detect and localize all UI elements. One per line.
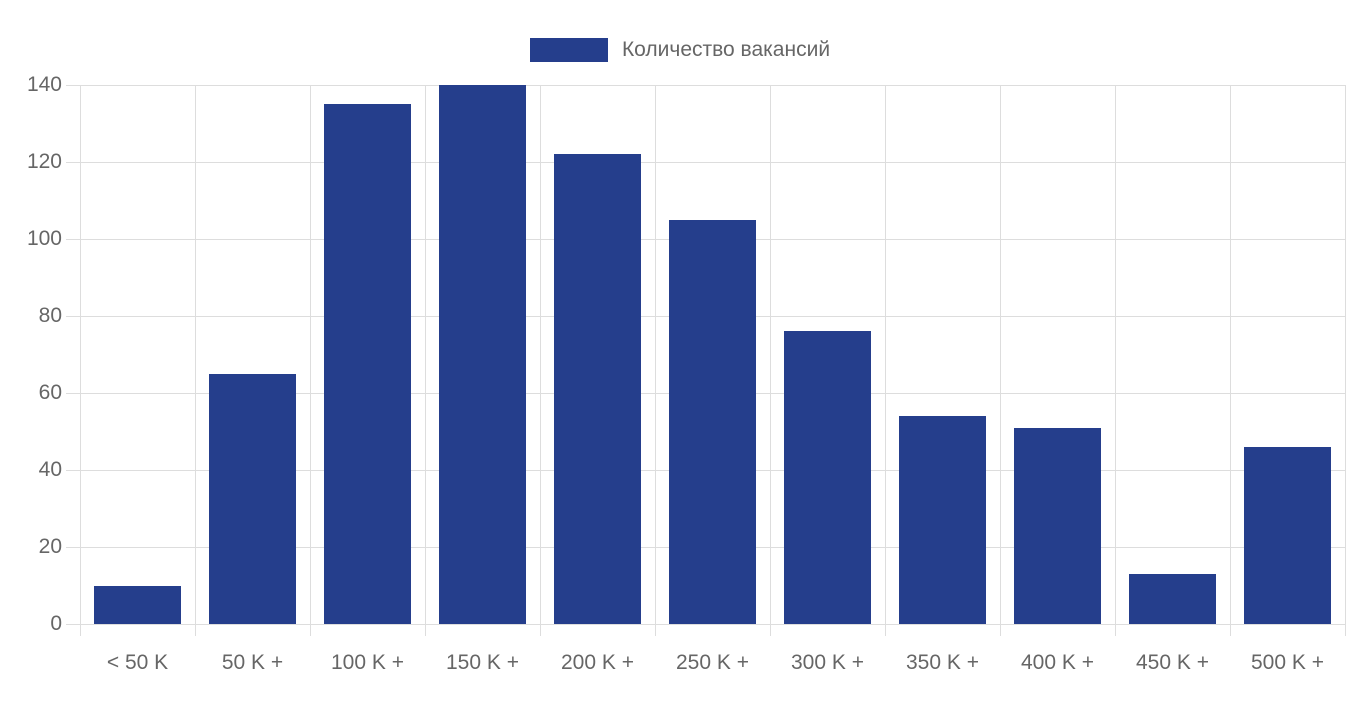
gridline-x [1344, 85, 1346, 636]
y-tick-label: 80 [38, 304, 62, 327]
gridline-x [999, 85, 1001, 636]
y-tick-label: 140 [26, 73, 62, 96]
plot-area [66, 84, 1346, 636]
bar-100 K + [324, 104, 411, 624]
bar-400 K + [1014, 427, 1101, 624]
gridline-y-0 [66, 623, 1345, 625]
x-tick-label: < 50 K [106, 651, 169, 674]
bar-350 K + [899, 416, 986, 624]
gridline-x [1114, 85, 1116, 636]
legend[interactable]: Количество вакансий [0, 38, 1360, 62]
legend-swatch [529, 38, 608, 62]
gridline-x [539, 85, 541, 636]
x-tick-label: 400 K + [1021, 651, 1094, 674]
gridline-x [1229, 85, 1231, 636]
gridline-y-120 [66, 161, 1345, 163]
gridline-x [79, 85, 81, 636]
gridline-x [309, 85, 311, 636]
x-tick-label: 350 K + [906, 651, 979, 674]
bar-250 K + [669, 219, 756, 624]
gridline-x [424, 85, 426, 636]
x-axis: < 50 K 50 K + 100 K + 150 K + 200 K + 250 K +… [80, 624, 1345, 684]
gridline-x [654, 85, 656, 636]
gridline-y-140 [66, 84, 1345, 86]
bar-200 K + [554, 154, 641, 624]
y-tick-label: 40 [38, 458, 62, 481]
y-tick-label: 120 [26, 150, 62, 173]
y-tick-label: 0 [50, 612, 62, 635]
x-tick-label: 50 K + [221, 651, 284, 674]
x-tick-label: 200 K + [561, 651, 634, 674]
x-tick-label: 150 K + [446, 651, 519, 674]
gridline-x [194, 85, 196, 636]
gridline-x [769, 85, 771, 636]
x-tick-label: 300 K + [791, 651, 864, 674]
legend-label: Количество вакансий [621, 38, 831, 61]
y-tick-label: 20 [38, 535, 62, 558]
bar-< 50 K [94, 585, 181, 624]
bar-50 K + [209, 373, 296, 624]
gridline-x [884, 85, 886, 636]
bar-300 K + [784, 331, 871, 624]
y-axis: 0 20 40 60 80 100 120 140 [0, 73, 62, 635]
bar-450 K + [1129, 573, 1216, 624]
bar-150 K + [439, 85, 526, 624]
x-tick-label: 100 K + [331, 651, 404, 674]
x-tick-label: 250 K + [676, 651, 749, 674]
y-tick-label: 100 [26, 227, 62, 250]
x-tick-label: 500 K + [1251, 651, 1324, 674]
x-tick-label: 450 K + [1136, 651, 1209, 674]
y-tick-label: 60 [38, 381, 62, 404]
bar-500 K + [1244, 446, 1331, 624]
